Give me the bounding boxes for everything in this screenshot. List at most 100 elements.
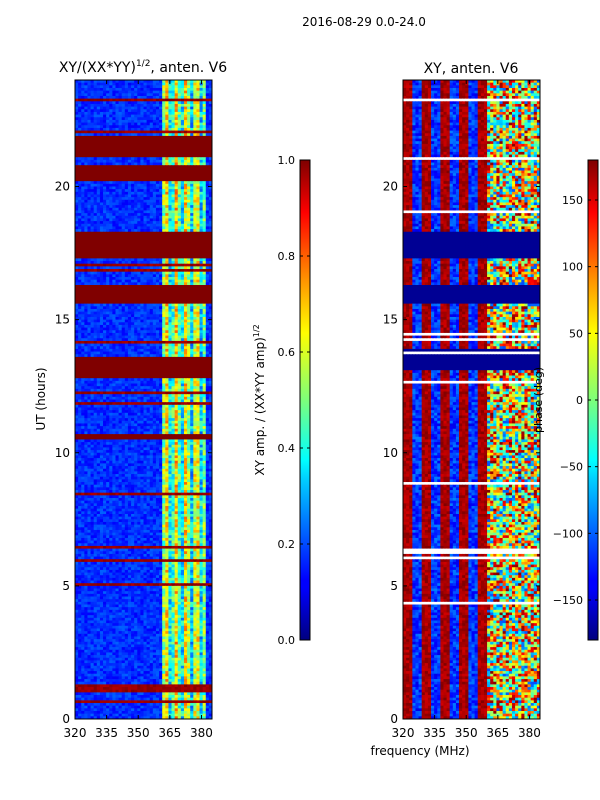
amplitude-heatmap-cell — [159, 372, 163, 377]
amplitude-heatmap-cell — [168, 242, 173, 246]
amplitude-heatmap-cell — [87, 173, 92, 177]
amplitude-heatmap-cell — [93, 316, 98, 321]
amplitude-heatmap-cell — [187, 335, 191, 339]
amplitude-heatmap-cell — [146, 223, 151, 227]
amplitude-heatmap-cell — [137, 293, 141, 297]
amplitude-heatmap-cell — [131, 306, 135, 310]
amplitude-heatmap-cell — [81, 149, 85, 153]
amplitude-heatmap-cell — [106, 133, 110, 137]
amplitude-heatmap-cell — [96, 258, 101, 262]
amplitude-heatmap-cell — [199, 178, 204, 182]
amplitude-heatmap-cell — [208, 191, 212, 195]
amplitude-heatmap-cell — [187, 178, 191, 182]
amplitude-heatmap-cell — [131, 335, 135, 339]
amplitude-heatmap-cell — [134, 306, 138, 310]
amplitude-heatmap-cell — [174, 191, 179, 195]
amplitude-heatmap-cell — [115, 106, 120, 110]
amplitude-heatmap-cell — [93, 242, 98, 246]
amplitude-heatmap-cell — [162, 141, 166, 145]
amplitude-heatmap-cell — [134, 194, 138, 198]
amplitude-heatmap-cell — [84, 218, 88, 222]
amplitude-heatmap-cell — [180, 143, 185, 148]
amplitude-heatmap-cell — [140, 80, 144, 84]
amplitude-heatmap-cell — [152, 287, 157, 291]
amplitude-heatmap-cell — [149, 146, 154, 150]
amplitude-heatmap-cell — [162, 162, 166, 166]
amplitude-heatmap-cell — [174, 223, 179, 227]
amplitude-heatmap-cell — [187, 106, 191, 110]
amplitude-heatmap-cell — [146, 354, 151, 358]
amplitude-heatmap-cell — [168, 226, 173, 230]
amplitude-heatmap-cell — [196, 269, 201, 273]
amplitude-heatmap-cell — [180, 130, 185, 134]
amplitude-heatmap-cell — [78, 351, 82, 355]
amplitude-heatmap-cell — [196, 362, 201, 366]
amplitude-heatmap-cell — [208, 258, 212, 262]
amplitude-heatmap-cell — [87, 335, 92, 339]
amplitude-heatmap-cell — [196, 189, 201, 193]
amplitude-heatmap-cell — [140, 197, 144, 201]
amplitude-heatmap-cell — [177, 117, 182, 121]
amplitude-heatmap-cell — [118, 372, 123, 377]
amplitude-heatmap-cell — [190, 274, 194, 278]
amplitude-heatmap-cell — [196, 261, 201, 265]
amplitude-heatmap-cell — [140, 175, 144, 180]
amplitude-heatmap-cell — [180, 258, 185, 262]
amplitude-heatmap-cell — [168, 253, 173, 257]
amplitude-heatmap-cell — [149, 157, 154, 161]
amplitude-heatmap-cell — [205, 98, 210, 102]
amplitude-heatmap-cell — [90, 125, 95, 129]
amplitude-heatmap-cell — [165, 165, 169, 169]
amplitude-heatmap-cell — [124, 354, 129, 358]
amplitude-heatmap-cell — [96, 122, 101, 126]
amplitude-heatmap-cell — [140, 213, 144, 217]
amplitude-heatmap-cell — [183, 173, 188, 177]
amplitude-heatmap-cell — [99, 266, 104, 270]
amplitude-heatmap-cell — [131, 90, 135, 94]
amplitude-heatmap-cell — [146, 306, 151, 310]
amplitude-heatmap-cell — [93, 308, 98, 313]
amplitude-heatmap-cell — [127, 133, 132, 137]
amplitude-heatmap-cell — [99, 255, 104, 259]
amplitude-heatmap-cell — [208, 378, 212, 382]
amplitude-heatmap-cell — [121, 274, 126, 278]
amplitude-heatmap-cell — [149, 319, 154, 323]
amplitude-heatmap-cell — [146, 242, 151, 246]
amplitude-heatmap-cell — [96, 282, 101, 286]
amplitude-heatmap-cell — [87, 186, 92, 190]
amplitude-heatmap-cell — [187, 258, 191, 262]
amplitude-heatmap-cell — [171, 80, 176, 84]
amplitude-heatmap-cell — [78, 245, 82, 249]
amplitude-heatmap-cell — [121, 290, 126, 294]
amplitude-heatmap-cell — [165, 324, 169, 329]
amplitude-heatmap-cell — [177, 269, 182, 273]
amplitude-heatmap-cell — [137, 364, 141, 369]
amplitude-heatmap-cell — [140, 266, 144, 270]
amplitude-heatmap-cell — [118, 87, 123, 92]
amplitude-heatmap-cell — [106, 229, 110, 233]
amplitude-heatmap-cell — [183, 111, 188, 116]
amplitude-heatmap-cell — [99, 300, 104, 305]
amplitude-heatmap-cell — [165, 271, 169, 275]
amplitude-heatmap-cell — [193, 282, 197, 286]
amplitude-heatmap-cell — [146, 293, 151, 297]
amplitude-heatmap-cell — [180, 154, 185, 158]
amplitude-heatmap-cell — [124, 359, 129, 363]
amplitude-heatmap-cell — [78, 170, 82, 174]
amplitude-heatmap-cell — [162, 300, 166, 305]
amplitude-heatmap-cell — [118, 85, 123, 89]
amplitude-heatmap-cell — [143, 250, 148, 254]
amplitude-heatmap-cell — [149, 93, 154, 97]
amplitude-heatmap-cell — [78, 215, 82, 219]
amplitude-heatmap-cell — [84, 378, 88, 382]
amplitude-heatmap-cell — [208, 282, 212, 286]
amplitude-heatmap-cell — [140, 189, 144, 193]
amplitude-heatmap-cell — [149, 122, 154, 126]
amplitude-heatmap-cell — [137, 167, 141, 172]
amplitude-heatmap-cell — [180, 127, 185, 132]
amplitude-heatmap-cell — [115, 332, 120, 337]
amplitude-heatmap-cell — [205, 157, 210, 161]
amplitude-heatmap-cell — [205, 354, 210, 358]
amplitude-heatmap-cell — [152, 157, 157, 161]
amplitude-heatmap-cell — [131, 170, 135, 174]
